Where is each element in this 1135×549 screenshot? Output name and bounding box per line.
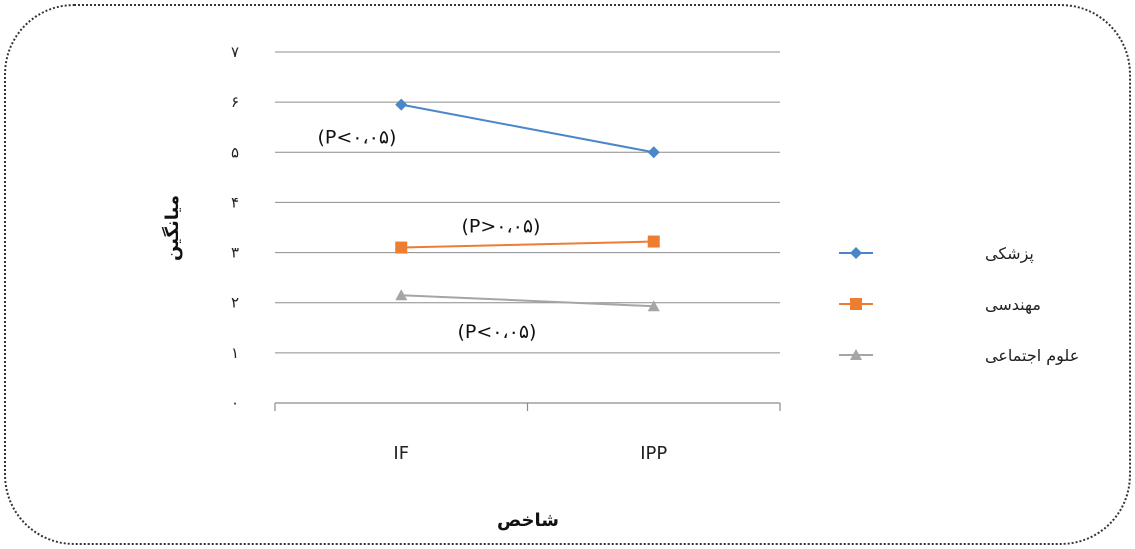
legend-label: مهندسی (985, 295, 1041, 315)
y-tick-label: ۷ (231, 43, 239, 61)
legend-marker (850, 298, 862, 310)
significance-label: (P<۰،۰۵) (458, 321, 537, 343)
y-axis-title: میانگین (161, 195, 183, 261)
data-point (647, 146, 660, 159)
series-lines (395, 98, 660, 312)
y-axis-ticks: ۰ ۱ ۲ ۳ ۴ ۵ ۶ ۷ (231, 43, 239, 412)
x-axis: IF IPP (274, 402, 781, 464)
data-point (647, 300, 660, 312)
series-line (401, 240, 654, 249)
legend-marker (850, 349, 862, 360)
y-tick-label: ۴ (231, 193, 239, 211)
x-axis-title: شاخص (497, 510, 559, 531)
legend-label: پزشکی (985, 244, 1034, 264)
series-line (401, 294, 654, 308)
gridlines (275, 51, 780, 354)
data-point (647, 235, 660, 248)
data-point (395, 289, 408, 301)
legend-label: علوم اجتماعی (985, 346, 1079, 366)
data-point (395, 241, 408, 254)
y-tick-label: ۳ (231, 244, 239, 262)
chart-frame (4, 4, 1131, 545)
series-line (401, 103, 654, 154)
y-tick-label: ۶ (231, 93, 239, 111)
data-point (395, 98, 408, 111)
x-tick-label: IF (393, 443, 409, 464)
x-tick-label: IPP (640, 443, 667, 464)
significance-annotations: (P<۰،۰۵) (P>۰،۰۵) (P<۰،۰۵) (318, 127, 541, 344)
y-tick-label: ۲ (231, 294, 239, 312)
y-tick-label: ۵ (231, 143, 239, 161)
significance-label: (P<۰،۰۵) (318, 127, 397, 149)
y-tick-label: ۱ (231, 344, 239, 362)
y-tick-label: ۰ (231, 394, 239, 412)
legend: پزشکی مهندسی علوم اجتماعی (839, 244, 1079, 366)
significance-label: (P>۰،۰۵) (462, 216, 541, 238)
legend-marker (850, 247, 862, 259)
